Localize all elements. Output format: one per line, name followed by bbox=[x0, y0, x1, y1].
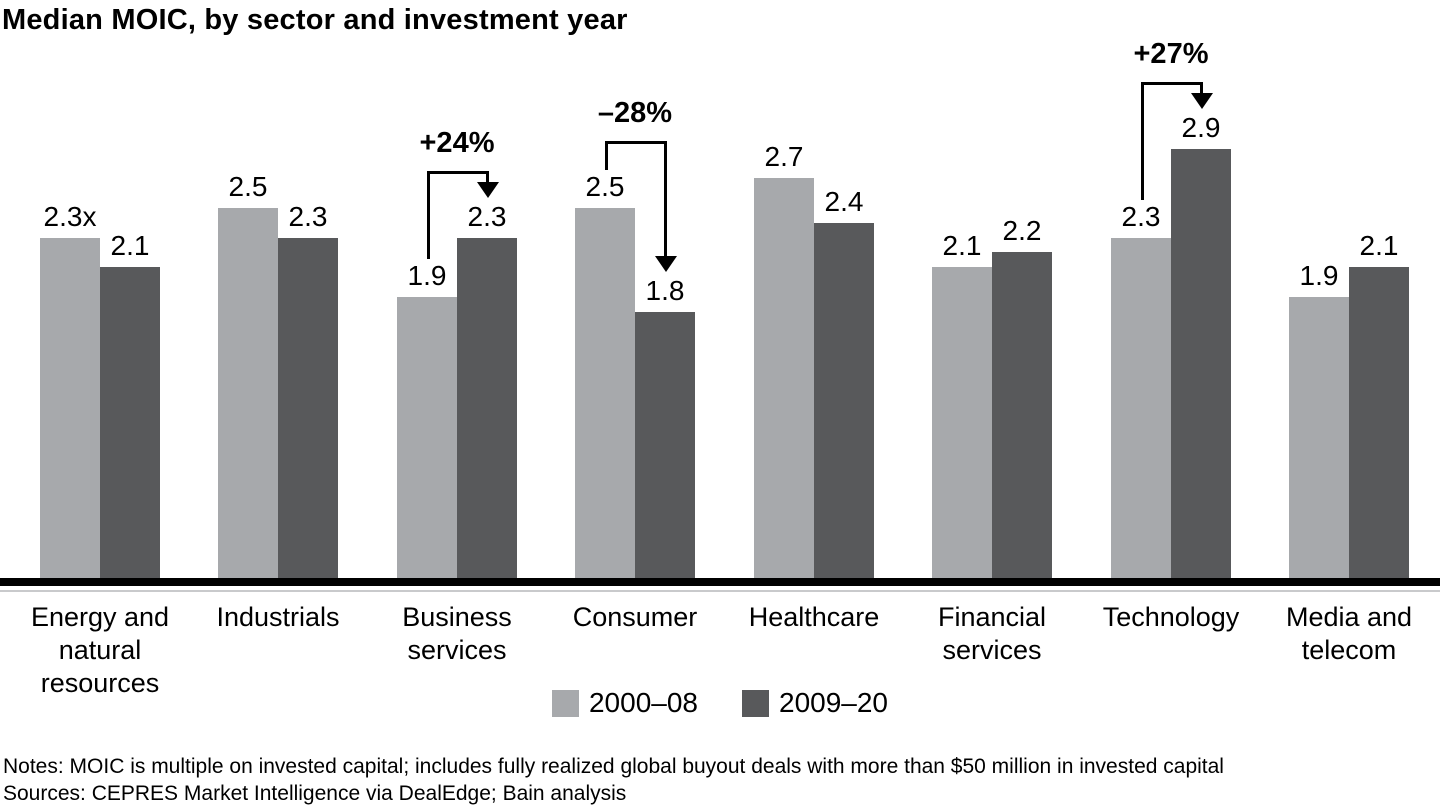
value-label-energy-and-natural-resources-2000-08: 2.3x bbox=[43, 201, 97, 232]
category-label-healthcare: Healthcare bbox=[748, 602, 880, 632]
annotation-arrow-shaft-business-services bbox=[486, 171, 489, 182]
legend-label-2000-08: 2000–08 bbox=[588, 687, 698, 718]
annotation-arrow-shaft-technology bbox=[1200, 82, 1203, 93]
bar-industrials-2009-20 bbox=[278, 238, 338, 578]
x-axis-shadow-line bbox=[0, 590, 1440, 592]
value-label-technology-2000-08: 2.3 bbox=[1121, 201, 1161, 232]
legend-label-2009-20: 2009–20 bbox=[779, 687, 889, 718]
category-label-industrials: Industrials bbox=[216, 602, 340, 632]
value-label-financial-services-2009-20: 2.2 bbox=[1002, 215, 1042, 246]
legend-swatch-2009-20 bbox=[742, 689, 769, 717]
category-label-energy-and-natural-resources: Energy and natural resources bbox=[30, 602, 170, 698]
annotation-bracket-top-business-services bbox=[427, 171, 489, 174]
value-label-media-and-telecom-2009-20: 2.1 bbox=[1359, 230, 1399, 261]
bar-financial-services-2000-08 bbox=[932, 267, 992, 578]
bar-industrials-2000-08 bbox=[218, 208, 278, 578]
value-label-financial-services-2000-08: 2.1 bbox=[942, 230, 982, 261]
value-label-industrials-2000-08: 2.5 bbox=[228, 171, 268, 202]
annotation-bracket-left-technology bbox=[1141, 82, 1144, 200]
bar-media-and-telecom-2009-20 bbox=[1349, 267, 1409, 578]
bar-media-and-telecom-2000-08 bbox=[1289, 297, 1349, 578]
category-label-media-and-telecom: Media and telecom bbox=[1285, 602, 1413, 665]
bar-healthcare-2009-20 bbox=[814, 223, 874, 578]
value-label-healthcare-2000-08: 2.7 bbox=[764, 141, 804, 172]
annotation-bracket-left-business-services bbox=[427, 171, 430, 259]
annotation-arrowhead-consumer bbox=[654, 256, 677, 272]
annotation-bracket-left-consumer bbox=[605, 141, 608, 170]
chart-title: Median MOIC, by sector and investment ye… bbox=[2, 4, 628, 36]
annotation-arrowhead-business-services bbox=[476, 182, 499, 198]
plot-area: 2.3x 2.1 Energy and natural resources 2.5 2.… bbox=[0, 38, 1440, 698]
category-label-consumer: Consumer bbox=[572, 602, 698, 632]
category-label-technology: Technology bbox=[1102, 602, 1240, 632]
annotation-label-consumer: –28% bbox=[597, 97, 673, 129]
annotation-bracket-top-consumer bbox=[605, 141, 667, 144]
category-label-financial-services: Financial services bbox=[937, 602, 1047, 665]
annotation-arrow-shaft-consumer bbox=[664, 141, 667, 256]
bar-technology-2009-20 bbox=[1171, 149, 1231, 578]
footnotes: Notes: MOIC is multiple on invested capi… bbox=[3, 753, 1224, 807]
bar-healthcare-2000-08 bbox=[754, 178, 814, 578]
value-label-industrials-2009-20: 2.3 bbox=[288, 201, 328, 232]
value-label-energy-and-natural-resources-2009-20: 2.1 bbox=[110, 230, 150, 261]
annotation-arrowhead-technology bbox=[1190, 93, 1213, 109]
value-label-technology-2009-20: 2.9 bbox=[1181, 112, 1221, 143]
value-label-consumer-2000-08: 2.5 bbox=[585, 171, 625, 202]
bar-energy-and-natural-resources-2000-08 bbox=[40, 238, 100, 578]
value-label-healthcare-2009-20: 2.4 bbox=[824, 186, 864, 217]
value-label-media-and-telecom-2000-08: 1.9 bbox=[1299, 260, 1339, 291]
legend-swatch-2000-08 bbox=[551, 689, 579, 717]
bar-business-services-2009-20 bbox=[457, 238, 517, 578]
legend: 2000–08 2009–20 bbox=[0, 687, 1440, 719]
bar-business-services-2000-08 bbox=[397, 297, 457, 578]
value-label-business-services-2009-20: 2.3 bbox=[467, 201, 507, 232]
value-label-business-services-2000-08: 1.9 bbox=[407, 260, 447, 291]
x-axis-line bbox=[0, 578, 1440, 586]
bar-consumer-2009-20 bbox=[635, 312, 695, 578]
bar-technology-2000-08 bbox=[1111, 238, 1171, 578]
bar-energy-and-natural-resources-2009-20 bbox=[100, 267, 160, 578]
legend-item-2009-20: 2009–20 bbox=[742, 687, 888, 719]
notes-line: Notes: MOIC is multiple on invested capi… bbox=[3, 755, 1224, 778]
category-label-business-services: Business services bbox=[402, 602, 512, 665]
value-label-consumer-2009-20: 1.8 bbox=[645, 275, 685, 306]
bar-consumer-2000-08 bbox=[575, 208, 635, 578]
bar-financial-services-2009-20 bbox=[992, 252, 1052, 578]
annotation-label-technology: +27% bbox=[1133, 38, 1209, 70]
annotation-label-business-services: +24% bbox=[419, 127, 495, 159]
legend-item-2000-08: 2000–08 bbox=[551, 687, 698, 719]
sources-line: Sources: CEPRES Market Intelligence via … bbox=[3, 782, 627, 805]
annotation-bracket-top-technology bbox=[1141, 82, 1203, 85]
